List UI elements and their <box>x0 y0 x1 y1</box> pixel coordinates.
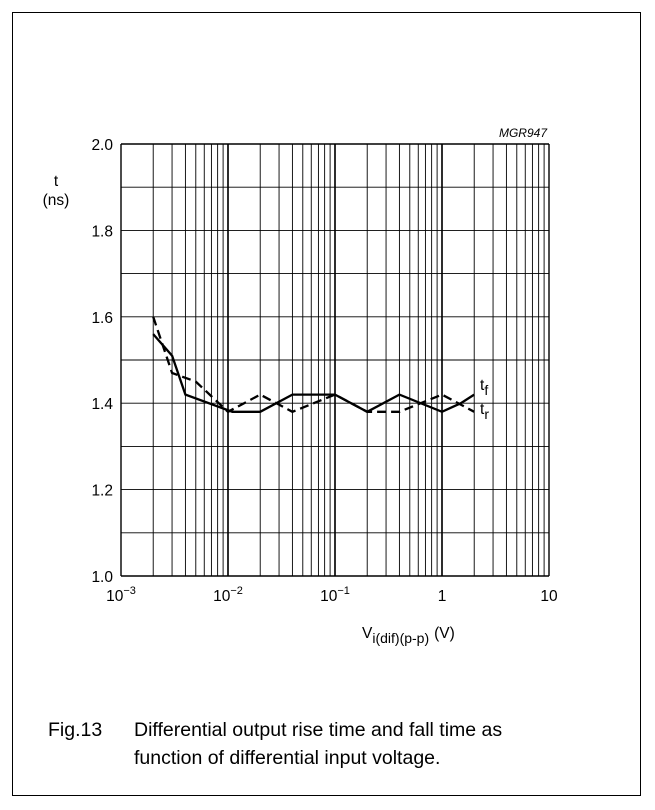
y-tick-label: 1.8 <box>91 223 113 240</box>
x-axis-label: Vi(dif)(p-p) (V) <box>362 625 455 646</box>
figure-caption: Fig.13 Differential output rise time and … <box>48 716 628 772</box>
y-tick-label: 1.4 <box>91 396 113 413</box>
figure-code: MGR947 <box>499 126 548 140</box>
series-line-tf <box>152 333 475 414</box>
x-tick-label: 10−1 <box>320 585 350 605</box>
x-tick-label: 1 <box>438 588 447 605</box>
figure-frame <box>12 12 641 796</box>
y-tick-label: 1.0 <box>91 569 113 586</box>
y-tick-label: 1.2 <box>91 483 113 500</box>
axis-labels: 1.0 1.2 1.4 1.6 1.8 2.0 10−3 10−2 10−1 1 10 t (ns) MG… <box>43 126 558 646</box>
series-layer <box>152 316 475 414</box>
x-tick-label: 10 <box>540 588 558 605</box>
caption-line-1: Differential output rise time and fall t… <box>134 719 503 741</box>
y-axis-unit: (ns) <box>43 192 70 209</box>
x-tick-label: 10−2 <box>213 585 243 605</box>
y-tick-label: 1.6 <box>91 310 113 327</box>
series-label-tr: tr <box>480 401 489 422</box>
x-tick-label: 10−3 <box>106 585 136 605</box>
series-line-tr <box>152 316 475 414</box>
caption-line-2: function of differential input voltage. <box>134 747 441 769</box>
series-label-tf: tf <box>480 377 488 398</box>
y-tick-label: 2.0 <box>91 137 113 154</box>
grid <box>120 143 550 577</box>
y-axis-label: t <box>54 173 59 190</box>
figure-number: Fig.13 <box>48 719 103 741</box>
